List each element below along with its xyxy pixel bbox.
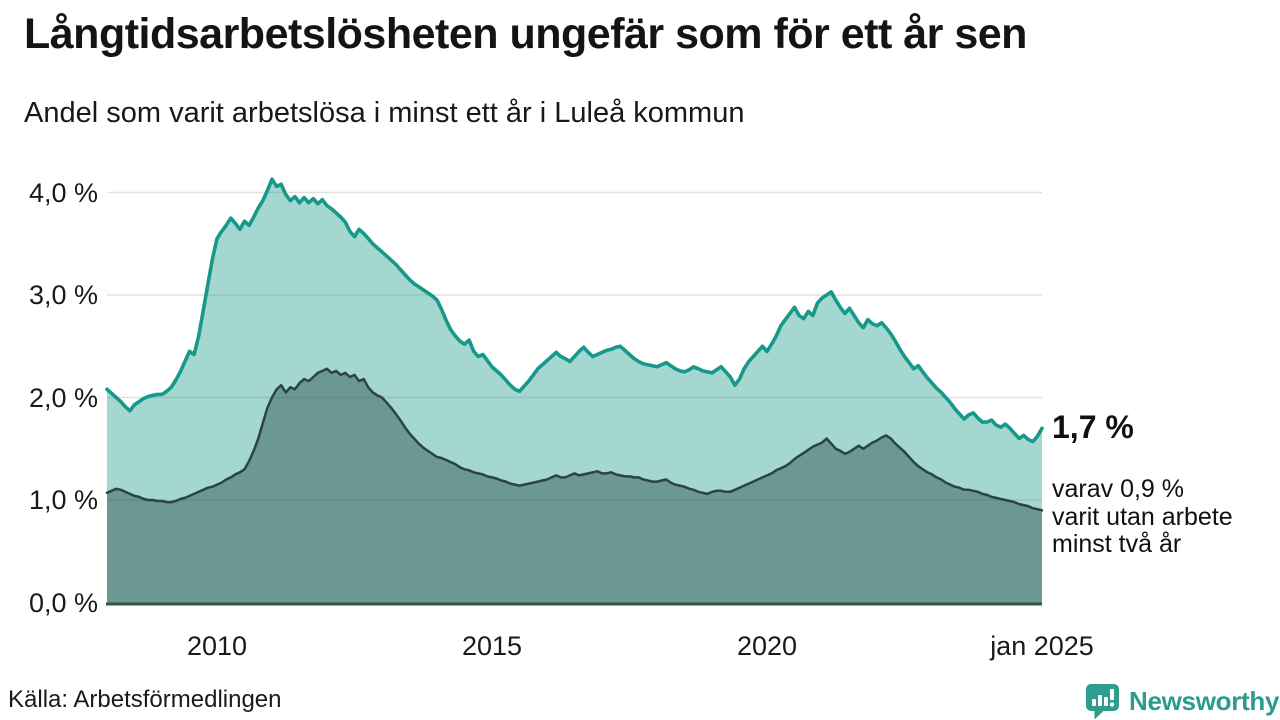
detail-line-1: varav 0,9 % [1052,475,1185,503]
x-tick-label: 2010 [186,631,248,661]
line-arbetslösa-minst-ett-år [105,177,1044,444]
y-tick-label: 1,0 % [28,485,98,515]
y-tick-label: 4,0 % [28,177,98,208]
area-arbetslösa-minst-ett-år [107,179,1042,603]
newsworthy-icon [1086,684,1119,720]
source-label: Källa: Arbetsförmedlingen [8,686,282,713]
x-tick-label: 2020 [736,631,798,661]
line-arbetslösa-minst-två-år [105,367,1044,512]
chart-subtitle: Andel som varit arbetslösa i minst ett å… [24,97,745,129]
chart-title: Långtidsarbetslösheten ungefär som för e… [24,10,1027,58]
newsworthy-logo: Newsworthy [1084,682,1279,720]
x-tick-label: 2015 [461,631,523,661]
x-tick-label: jan 2025 [990,631,1094,661]
area-arbetslösa-minst-två-år [107,368,1042,603]
latest-value-detail: varav 0,9 % varit utan arbete minst två … [1052,475,1233,559]
detail-line-3: minst två år [1052,530,1182,558]
latest-value-label: 1,7 % [1052,409,1134,445]
newsworthy-wordmark: Newsworthy [1129,685,1280,716]
y-tick-label: 2,0 % [28,382,98,413]
y-tick-label: 3,0 % [28,280,98,310]
detail-line-2: varit utan arbete [1052,502,1233,531]
y-tick-label: 0,0 % [28,587,98,618]
